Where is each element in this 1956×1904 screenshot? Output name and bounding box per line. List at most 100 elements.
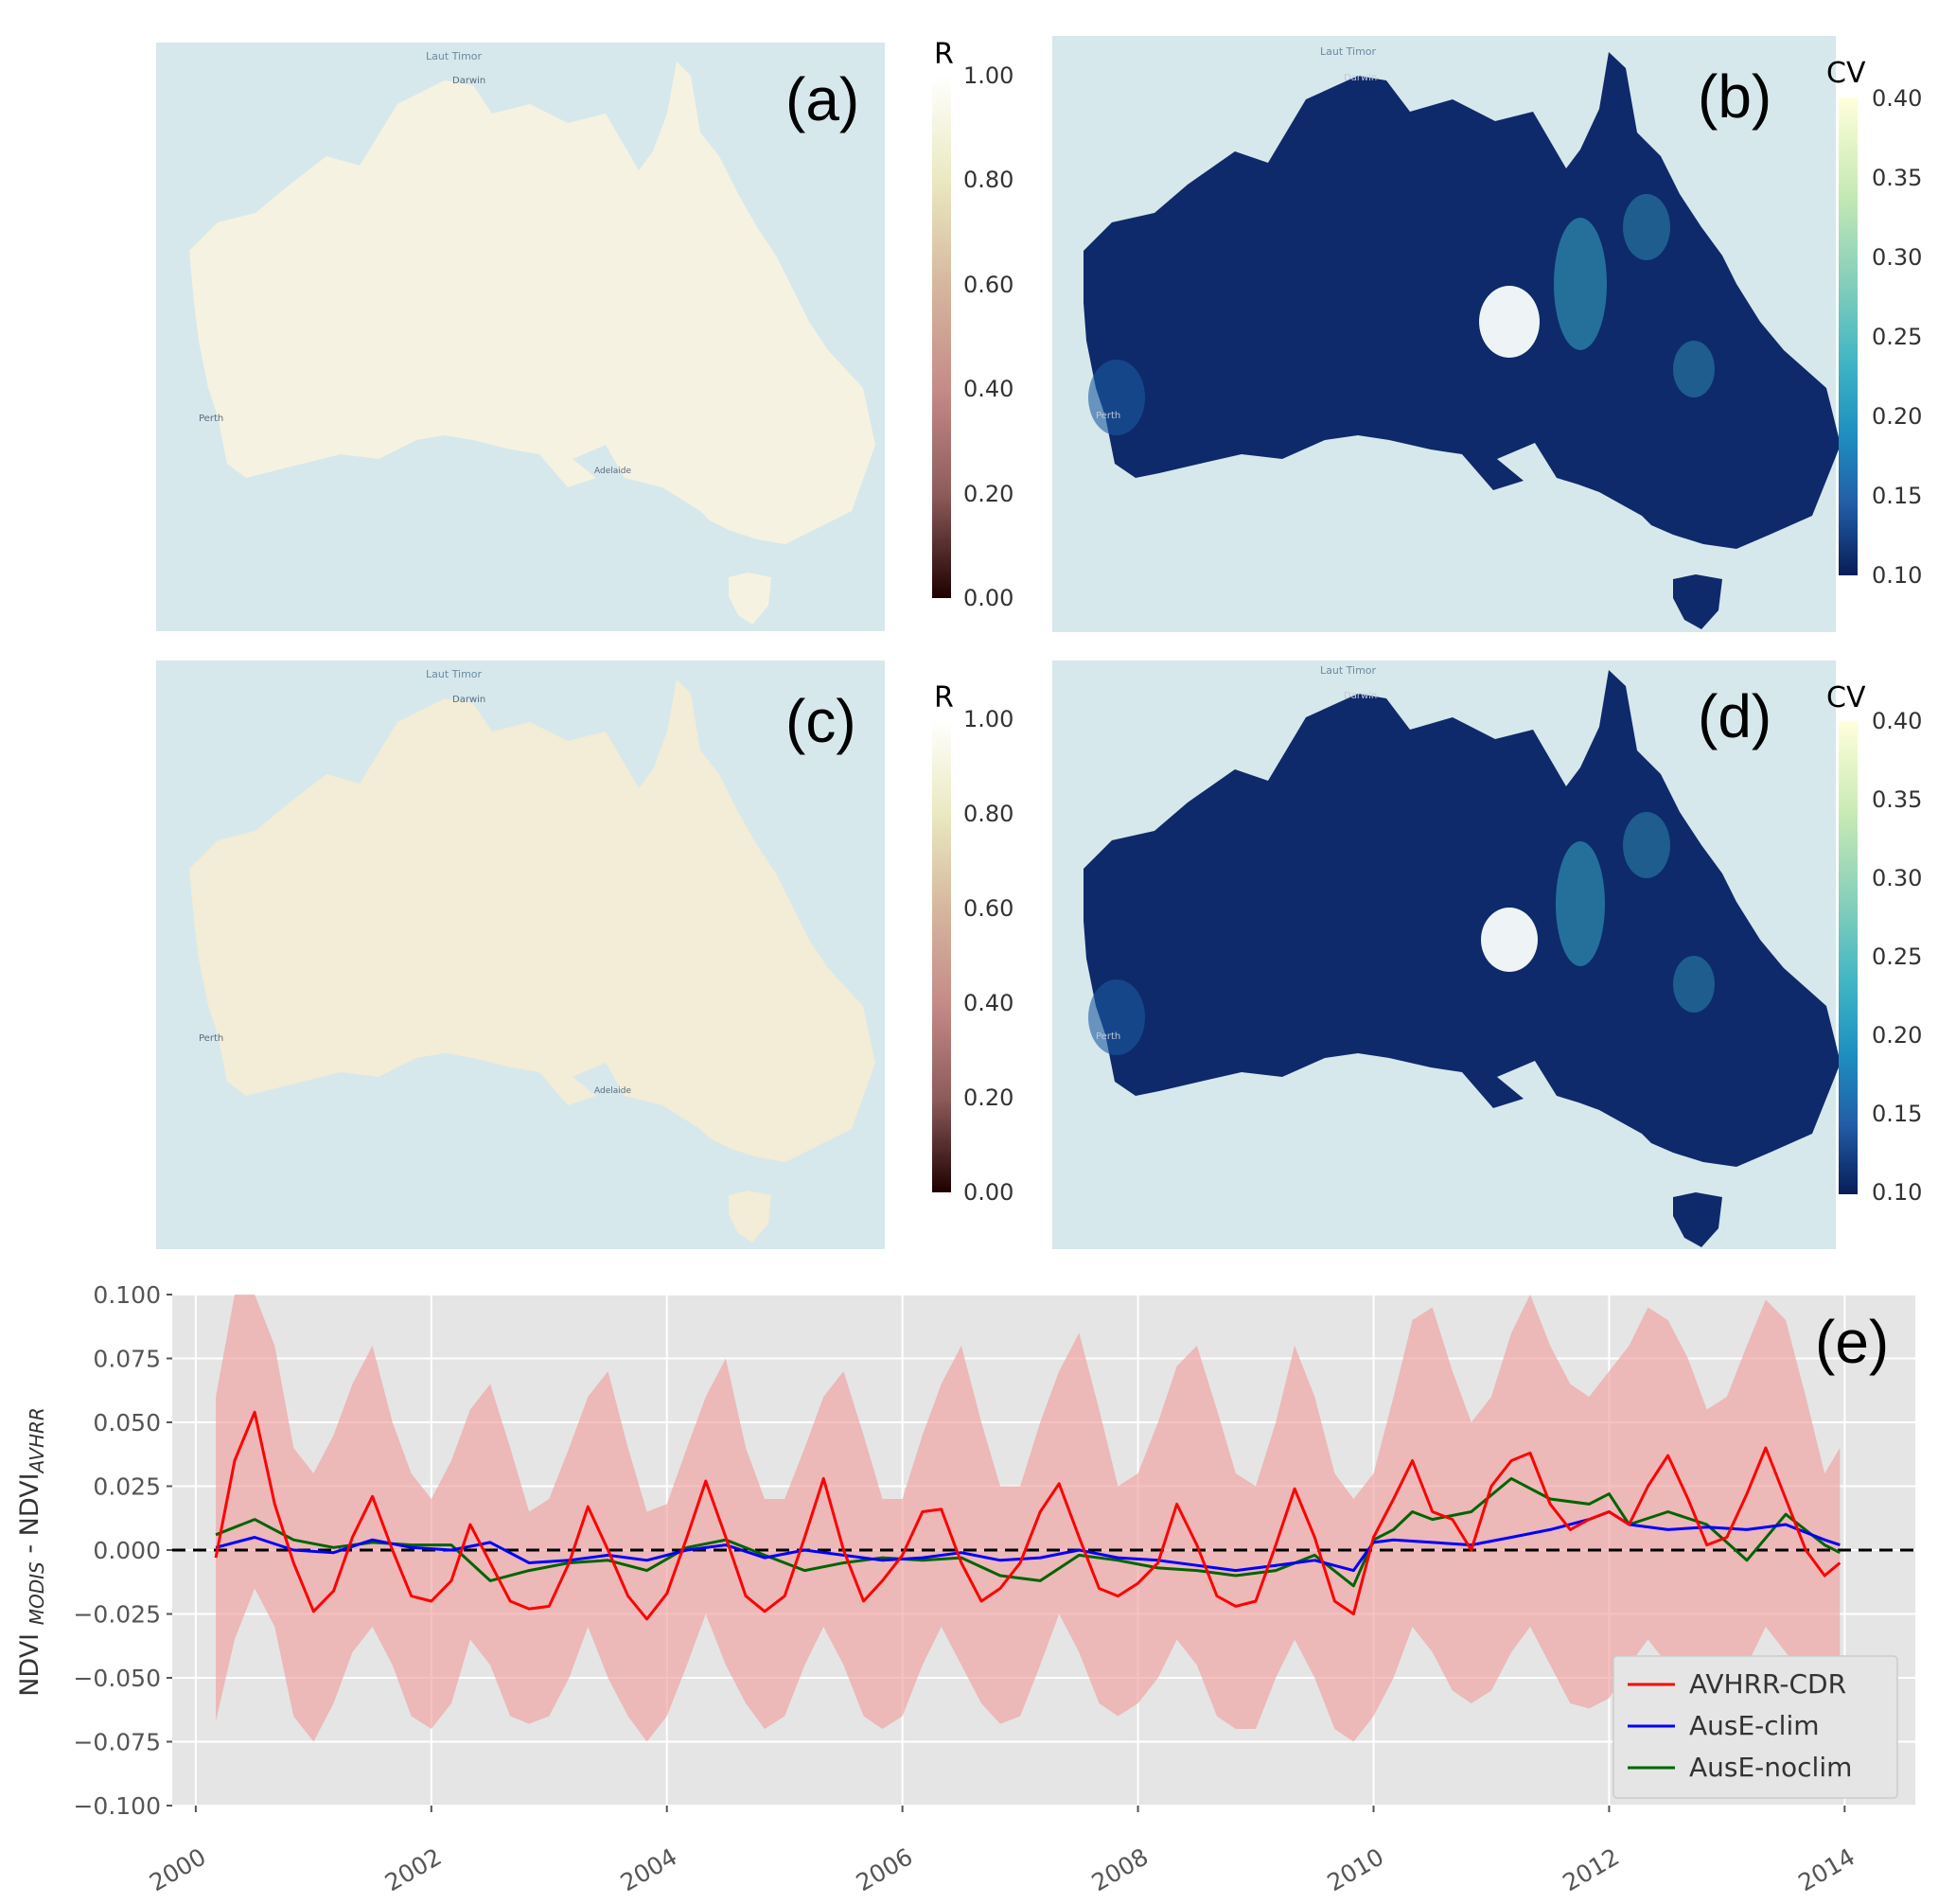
colorbar-b-tick: 0.35 — [1872, 165, 1923, 191]
colorbar-a-tick: 0.80 — [963, 167, 1014, 193]
australia-landmass — [1084, 52, 1841, 549]
colorbar-d-tick: 0.30 — [1872, 865, 1923, 891]
uncertainty-band-layer — [216, 1295, 1841, 1742]
legend-label-noclim: AusE-noclim — [1689, 1752, 1852, 1783]
colorbar-a-gradient — [932, 76, 951, 598]
panel-label-e: (e) — [1815, 1308, 1889, 1376]
map-panel-a: Laut Timor Darwin Perth Adelaide (a) — [0, 0, 994, 643]
colorbar-c-tick: 0.60 — [963, 895, 1014, 922]
colorbar-d — [1839, 721, 1858, 1194]
map-label-perth: Perth — [1096, 1031, 1120, 1042]
colorbar-c-tick: 0.00 — [963, 1179, 1014, 1206]
y-tick-label: 0.075 — [93, 1346, 161, 1373]
x-tick-label: 2004 — [616, 1842, 682, 1896]
colorbar-b-tick: 0.10 — [1872, 562, 1923, 589]
series-lines — [172, 1410, 1915, 1621]
colorbar-a-tick: 0.20 — [963, 481, 1014, 507]
legend-label-avhrr: AVHRR-CDR — [1689, 1668, 1846, 1700]
map-label-perth: Perth — [1096, 411, 1120, 421]
colorbar-d-tick: 0.35 — [1872, 786, 1923, 813]
map-c: Laut Timor Darwin Perth Adelaide — [156, 661, 885, 1249]
y-tick-label: 0.025 — [93, 1473, 161, 1501]
map-label-timor: Laut Timor — [1320, 45, 1377, 58]
map-label-adelaide: Adelaide — [594, 1086, 631, 1096]
x-tick-label: 2010 — [1323, 1842, 1389, 1896]
lake-eyre-region — [1481, 908, 1538, 972]
tasmania — [1673, 1192, 1722, 1247]
map-label-perth: Perth — [199, 1033, 223, 1044]
map-label-darwin: Darwin — [1344, 691, 1377, 701]
map-d: Laut Timor Darwin Perth — [1052, 661, 1841, 1249]
colorbar-a-tick: 0.60 — [963, 272, 1014, 298]
timeseries-chart: 0.100 0.075 0.050 0.025 0.000 −0.025 −0.050 −0.… — [15, 1281, 1915, 1896]
y-tick-label: −0.075 — [73, 1729, 161, 1756]
colorbar-d-tick: 0.40 — [1872, 708, 1923, 734]
colorbar-b-tick: 0.40 — [1872, 85, 1923, 112]
colorbar-b-tick: 0.25 — [1872, 324, 1923, 350]
y-tick-label: −0.100 — [73, 1792, 161, 1820]
colorbar-c — [932, 719, 951, 1192]
colorbar-d-tick: 0.25 — [1872, 943, 1923, 970]
x-tick-label: 2008 — [1087, 1842, 1154, 1896]
series-avhrr-cdr — [214, 1410, 1841, 1621]
map-label-darwin: Darwin — [1344, 73, 1377, 83]
x-tick-label: 2002 — [380, 1842, 447, 1896]
map-a: Laut Timor Darwin Perth Adelaide — [156, 43, 885, 631]
y-tick-label: 0.000 — [93, 1537, 161, 1564]
colorbar-c-title: R — [934, 681, 954, 714]
map-panel-b: Laut Timor Darwin Perth (b) — [994, 0, 1956, 643]
tasmania — [729, 1190, 771, 1243]
colorbar-a-title: R — [934, 38, 954, 71]
uncertainty-band — [216, 1295, 1841, 1742]
australia-landmass — [189, 679, 875, 1162]
panel-label-b: (b) — [1698, 62, 1772, 131]
map-label-adelaide: Adelaide — [594, 467, 631, 476]
series-ause-noclim — [215, 1476, 1841, 1588]
australia-landmass — [189, 62, 875, 544]
colorbar-d-gradient — [1839, 721, 1858, 1194]
x-tick-label: 2000 — [145, 1842, 211, 1896]
panel-label-d: (d) — [1698, 682, 1772, 750]
colorbar-a-tick: 0.40 — [963, 376, 1014, 402]
y-tick-label: −0.050 — [73, 1665, 161, 1692]
colorbar-c-tick: 0.40 — [963, 990, 1014, 1016]
colorbar-b-title: CV — [1826, 57, 1866, 90]
colorbar-c-gradient — [932, 719, 951, 1192]
x-tick-label: 2012 — [1558, 1842, 1624, 1896]
map-label-darwin: Darwin — [452, 695, 485, 705]
x-tick-label: 2006 — [852, 1842, 918, 1896]
colorbar-a-tick: 0.00 — [963, 585, 1014, 611]
colorbar-d-tick: 0.15 — [1872, 1101, 1923, 1127]
colorbar-d-tick: 0.20 — [1872, 1022, 1923, 1049]
colorbar-a — [932, 76, 951, 598]
map-label-perth: Perth — [199, 414, 223, 424]
colorbar-b-tick: 0.20 — [1872, 403, 1923, 430]
tasmania — [1673, 574, 1722, 629]
map-b: Laut Timor Darwin Perth — [1052, 36, 1841, 632]
colorbar-c-tick: 0.80 — [963, 801, 1014, 827]
map-panel-c: Laut Timor Darwin Perth Adelaide (c) — [0, 643, 994, 1268]
colorbar-b-tick: 0.15 — [1872, 483, 1923, 509]
map-label-timor: Laut Timor — [1320, 664, 1377, 677]
lake-eyre-region — [1479, 286, 1540, 358]
x-tick-label: 2014 — [1793, 1842, 1859, 1896]
colorbar-c-tick: 0.20 — [963, 1084, 1014, 1111]
colorbar-d-title: CV — [1826, 681, 1866, 714]
colorbar-b-gradient — [1839, 97, 1858, 575]
tasmania — [729, 573, 771, 625]
map-label-darwin: Darwin — [452, 76, 485, 86]
australia-landmass — [1084, 670, 1841, 1167]
y-axis-label: NDVI MODIS - NDVIAVHRR — [15, 1407, 48, 1697]
colorbar-d-tick: 0.10 — [1872, 1179, 1923, 1206]
colorbar-b-tick: 0.30 — [1872, 244, 1923, 271]
map-panel-d: Laut Timor Darwin Perth (d) — [994, 643, 1956, 1268]
panel-label-a: (a) — [785, 65, 860, 133]
legend: AVHRR-CDR AusE-clim AusE-noclim — [1612, 1655, 1898, 1799]
map-label-timor: Laut Timor — [426, 50, 483, 62]
colorbar-a-tick: 1.00 — [963, 62, 1014, 89]
y-tick-label: 0.050 — [93, 1409, 161, 1437]
colorbar-b — [1839, 97, 1858, 575]
y-tick-label: 0.100 — [93, 1281, 161, 1309]
y-tick-label: −0.025 — [73, 1601, 161, 1629]
colorbar-c-tick: 1.00 — [963, 706, 1014, 732]
